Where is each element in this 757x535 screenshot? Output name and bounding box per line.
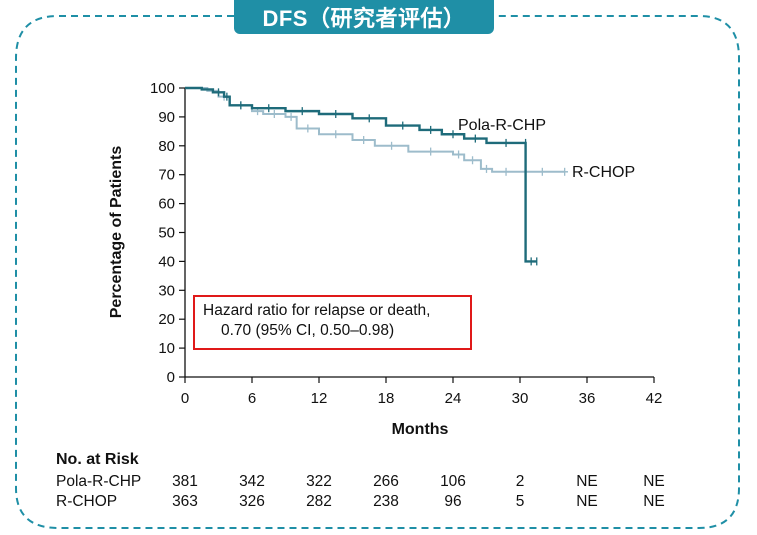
x-tick-label: 0 — [181, 390, 189, 407]
risk-cell: NE — [643, 493, 665, 510]
x-tick-label: 24 — [445, 390, 462, 407]
x-axis-label: Months — [392, 421, 449, 438]
risk-row-label-rchop: R-CHOP — [56, 493, 118, 510]
x-tick-label: 6 — [248, 390, 256, 407]
y-tick-label: 50 — [158, 225, 175, 242]
risk-cell: 96 — [444, 493, 462, 510]
y-tick-label: 10 — [158, 340, 175, 357]
risk-cell: 322 — [306, 473, 332, 490]
series-label-rchop: R-CHOP — [572, 164, 635, 181]
y-axis: 0 10 20 30 40 50 60 70 80 90 100 — [150, 80, 186, 386]
y-tick-label: 40 — [158, 253, 175, 270]
hazard-ratio-box: Hazard ratio for relapse or death, 0.70 … — [193, 295, 472, 350]
hazard-ratio-line2: 0.70 (95% CI, 0.50–0.98) — [221, 322, 395, 339]
y-tick-label: 80 — [158, 138, 175, 155]
risk-cell: 282 — [306, 493, 332, 510]
risk-cell: 2 — [515, 473, 525, 490]
y-tick-label: 100 — [150, 80, 175, 97]
risk-cell: NE — [576, 493, 598, 510]
risk-cell: 5 — [515, 493, 525, 510]
curve-pola-r-chp — [185, 86, 537, 263]
x-tick-label: 12 — [311, 390, 328, 407]
series-label-pola: Pola-R-CHP — [458, 117, 546, 134]
y-tick-label: 20 — [158, 311, 175, 328]
y-axis-label: Percentage of Patients — [108, 146, 125, 319]
y-tick-label: 30 — [158, 282, 175, 299]
hazard-ratio-line1: Hazard ratio for relapse or death, — [203, 302, 431, 319]
risk-cell: 342 — [239, 473, 265, 490]
risk-table-title: No. at Risk — [56, 451, 139, 468]
y-tick-label: 0 — [167, 369, 175, 386]
y-tick-label: 90 — [158, 109, 175, 126]
y-tick-label: 60 — [158, 196, 175, 213]
x-tick-label: 30 — [512, 390, 529, 407]
x-tick-label: 36 — [579, 390, 596, 407]
risk-cell: 363 — [172, 493, 198, 510]
risk-cell: 106 — [440, 473, 466, 490]
risk-cell: NE — [643, 473, 665, 490]
risk-row-label-pola: Pola-R-CHP — [56, 473, 142, 490]
y-tick-label: 70 — [158, 167, 175, 184]
risk-cell: 326 — [239, 493, 265, 510]
risk-cell: 381 — [172, 473, 198, 490]
risk-cell: 238 — [373, 493, 399, 510]
x-axis: 0 6 12 18 24 30 36 42 — [181, 376, 663, 407]
banner-title: DFS（研究者评估） — [234, 0, 494, 34]
x-tick-label: 42 — [646, 390, 663, 407]
x-tick-label: 18 — [378, 390, 395, 407]
survival-curves — [185, 86, 568, 266]
risk-cell: NE — [576, 473, 598, 490]
risk-cell: 266 — [373, 473, 399, 490]
